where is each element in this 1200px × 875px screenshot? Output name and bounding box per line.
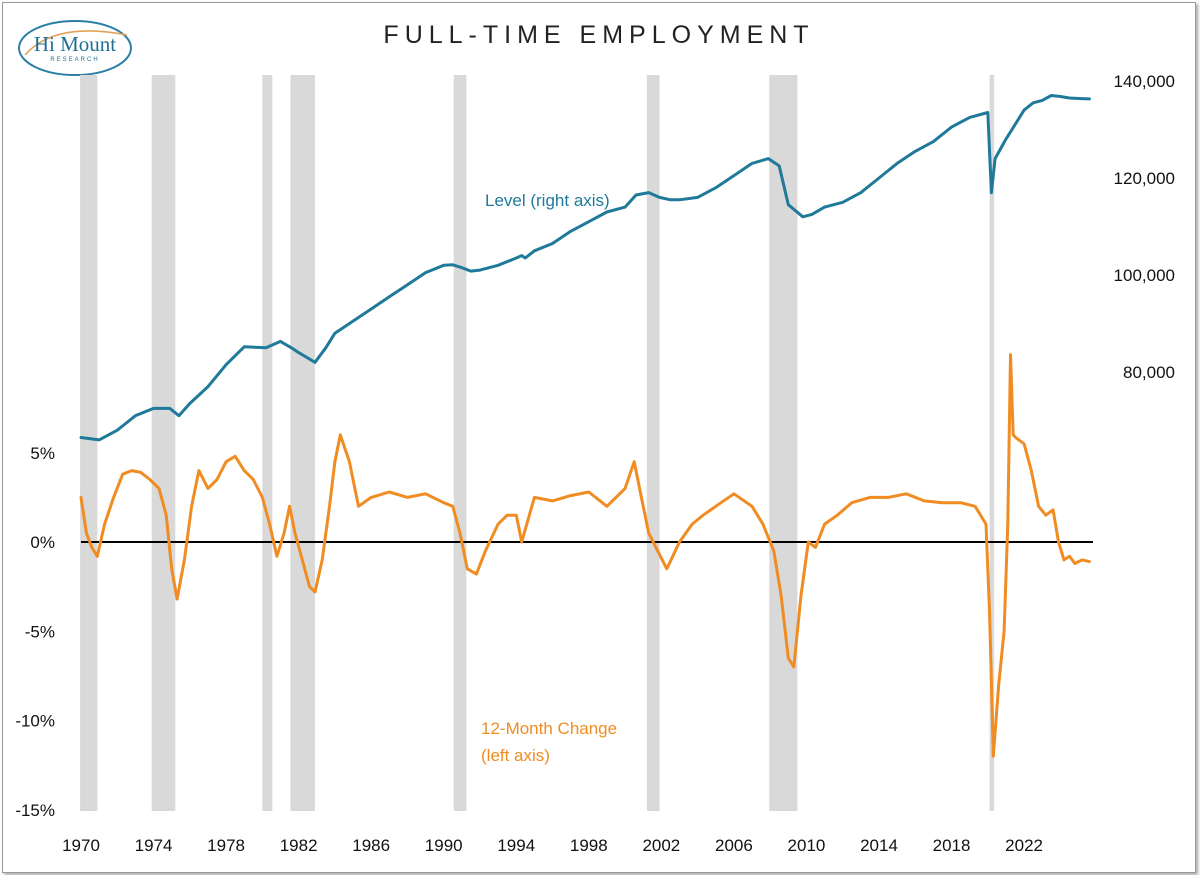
recession-band-0: [80, 75, 98, 811]
x-tick-label-1978: 1978: [207, 836, 245, 855]
x-tick-label-2010: 2010: [788, 836, 826, 855]
logo: Hi Mount RESEARCH: [15, 15, 135, 81]
right-tick-label-1: 120,000: [1114, 169, 1175, 188]
x-tick-label-2022: 2022: [1005, 836, 1043, 855]
right-tick-label-3: 80,000: [1123, 363, 1175, 382]
series-line-level: [79, 94, 1091, 442]
x-tick-label-1982: 1982: [280, 836, 318, 855]
left-tick-label-0: 5%: [30, 444, 55, 463]
series-line-change: [79, 353, 1091, 758]
left-tick-label-3: -10%: [15, 712, 55, 731]
left-tick-label-1: 0%: [30, 533, 55, 552]
recession-band-3: [290, 75, 315, 811]
annotation-0: Level (right axis): [485, 191, 610, 210]
recession-band-2: [262, 75, 273, 811]
x-tick-label-2002: 2002: [642, 836, 680, 855]
chart-svg: 1970 1974 1978 1982 1986 1990 1994 1998 2002 2006…: [15, 72, 1175, 855]
left-tick-label-4: -15%: [15, 801, 55, 820]
x-tick-label-2018: 2018: [933, 836, 971, 855]
recession-band-7: [989, 75, 995, 811]
annotation-1: 12-Month Change: [481, 719, 617, 738]
x-tick-label-2006: 2006: [715, 836, 753, 855]
logo-name: Hi Mount: [33, 32, 117, 56]
x-tick-label-2014: 2014: [860, 836, 898, 855]
logo-subtitle: RESEARCH: [50, 57, 100, 63]
x-tick-label-1970: 1970: [62, 836, 100, 855]
x-tick-label-1994: 1994: [497, 836, 535, 855]
annotation-2: (left axis): [481, 746, 550, 765]
left-tick-label-2: -5%: [25, 622, 55, 641]
recession-band-1: [151, 75, 176, 811]
x-tick-label-1974: 1974: [135, 836, 173, 855]
recession-band-4: [453, 75, 467, 811]
right-tick-label-2: 100,000: [1114, 266, 1175, 285]
logo-ellipse: [18, 20, 132, 76]
recession-band-5: [646, 75, 660, 811]
right-tick-label-0: 140,000: [1114, 72, 1175, 91]
x-tick-label-1998: 1998: [570, 836, 608, 855]
x-tick-label-1990: 1990: [425, 836, 463, 855]
x-tick-label-1986: 1986: [352, 836, 390, 855]
recession-band-6: [769, 75, 798, 811]
chart-title: FULL-TIME EMPLOYMENT: [383, 21, 815, 49]
